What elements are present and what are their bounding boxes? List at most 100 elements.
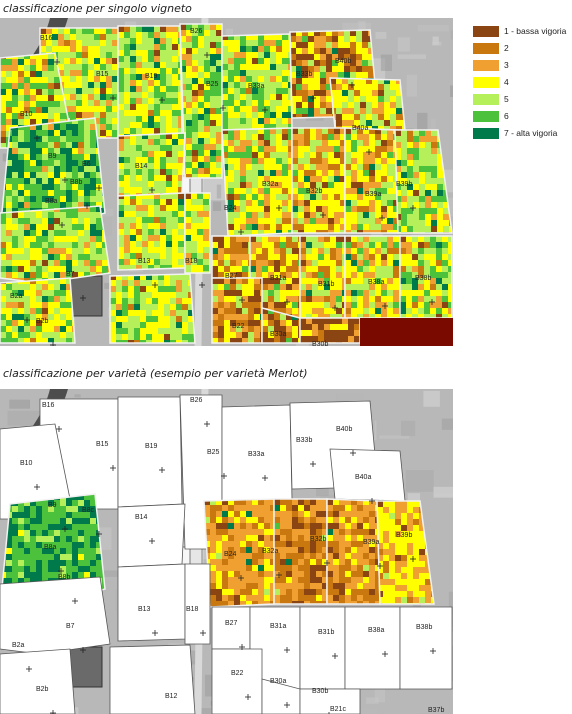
vineyard-label: B16 xyxy=(40,35,53,42)
legend-item-3: 3 xyxy=(473,59,571,76)
parcel-blank xyxy=(117,396,183,508)
aerial-texture xyxy=(366,697,379,704)
aerial-texture xyxy=(450,42,453,52)
vineyard-label: B38a xyxy=(368,279,384,286)
vineyard-label: B24 xyxy=(224,205,237,212)
legend-swatch-5 xyxy=(473,94,499,105)
parcel-blank xyxy=(211,648,263,714)
vineyard-label: B10 xyxy=(20,460,33,467)
parcel-outline xyxy=(184,192,211,274)
legend-swatch-1 xyxy=(473,26,499,37)
vineyard-label: B40b xyxy=(335,58,351,65)
legend-item-2: 2 xyxy=(473,42,571,59)
legend-item-7: 7 - alta vigoria xyxy=(473,127,571,144)
caption-per-variety: classificazione per varietà (esempio per… xyxy=(3,367,308,380)
vineyard-label: B37b xyxy=(428,707,444,714)
vigor-parcel xyxy=(212,278,262,343)
legend-item-5: 5 xyxy=(473,93,571,110)
vineyard-label: B15 xyxy=(96,71,109,78)
legend-item-1: 1 - bassa vigoria xyxy=(473,25,571,42)
vigor-parcel xyxy=(345,236,400,318)
vigor-parcel xyxy=(400,236,452,318)
aerial-texture xyxy=(433,486,453,498)
aerial-texture xyxy=(7,410,40,426)
vineyard-vigor-map: B16 B26 B15 B19 B25 B33a B33b B40b B10 B40a B9 B6 B1… xyxy=(0,18,453,346)
legend-label-1: 1 - bassa vigoria xyxy=(504,26,567,36)
vineyard-label: B15 xyxy=(96,441,109,448)
parcel-blank xyxy=(0,648,76,714)
vineyard-label: B14 xyxy=(135,163,148,170)
vineyard-label: B8a xyxy=(44,544,57,551)
vineyard-label: B8a xyxy=(45,198,58,205)
aerial-texture xyxy=(9,399,30,409)
legend-label-3: 3 xyxy=(504,60,509,70)
vigor-parcel xyxy=(0,278,75,343)
aerial-texture xyxy=(379,435,410,439)
parcel-outline xyxy=(0,205,111,284)
vineyard-label: B25 xyxy=(207,449,220,456)
vineyard-label: B2b xyxy=(36,686,49,693)
vineyard-label: B2a xyxy=(12,642,25,649)
vineyard-label: B25 xyxy=(206,81,219,88)
aerial-texture xyxy=(358,21,366,37)
aerial-texture xyxy=(124,21,137,26)
vineyard-label: B40a xyxy=(355,474,371,481)
parcel-blank xyxy=(109,644,196,714)
vineyard-label: B19 xyxy=(145,443,158,450)
parcel-blank xyxy=(0,576,111,655)
legend-label-2: 2 xyxy=(504,43,509,53)
legend-label-4: 4 xyxy=(504,77,509,87)
aerial-texture xyxy=(99,527,112,550)
vineyard-label: B13 xyxy=(138,258,151,265)
parcel-blank xyxy=(261,678,301,714)
vineyard-label: B39b xyxy=(396,181,412,188)
vigor-parcel xyxy=(300,318,360,343)
vineyard-label: B27 xyxy=(225,620,238,627)
vineyard-label: B30a xyxy=(270,678,286,685)
vigor-parcel xyxy=(327,499,380,604)
merlot-vigor-map: B16 B26 B15 B19 B25 B33a B33b B40b B10 B40a B9 B8c B… xyxy=(0,389,453,714)
vineyard-label: B7 xyxy=(66,623,75,630)
aerial-texture xyxy=(430,118,436,137)
legend-swatch-4 xyxy=(473,77,499,88)
legend-swatch-6 xyxy=(473,111,499,122)
dark-parcel xyxy=(360,318,453,346)
vineyard-label: B30b xyxy=(312,688,328,695)
vigor-parcel xyxy=(292,128,345,233)
parcel-outline xyxy=(394,129,453,234)
aerial-texture xyxy=(397,37,410,52)
vineyard-label: B18 xyxy=(186,606,199,613)
caption-per-vineyard: classificazione per singolo vigneto xyxy=(3,2,192,15)
vigor-parcel xyxy=(118,26,182,136)
vineyard-label: B22 xyxy=(231,670,244,677)
vineyard-label: B32b xyxy=(306,188,322,195)
vineyard-label: B40b xyxy=(336,426,352,433)
aerial-texture xyxy=(93,570,122,577)
vineyard-label: B33a xyxy=(248,451,264,458)
parcel-outline xyxy=(376,500,435,605)
vineyard-label: B38b xyxy=(415,275,431,282)
vineyard-label: B38a xyxy=(368,627,384,634)
vineyard-label: B30b xyxy=(312,341,328,346)
vineyard-label: B16 xyxy=(42,402,55,409)
vineyard-label: B26 xyxy=(190,28,203,35)
vigor-parcel xyxy=(40,28,118,138)
vineyard-label: B33a xyxy=(248,83,264,90)
parcel-blank xyxy=(299,688,361,714)
parcel-blank xyxy=(117,503,186,568)
vineyard-label: B9 xyxy=(48,502,57,509)
legend-label-5: 5 xyxy=(504,94,509,104)
vineyard-label: B39b xyxy=(396,532,412,539)
vineyard-label: B40a xyxy=(352,125,368,132)
aerial-texture xyxy=(380,54,393,71)
vineyard-label: B33b xyxy=(296,71,312,78)
legend-swatch-2 xyxy=(473,43,499,54)
vineyard-label: B8c xyxy=(82,507,95,514)
vineyard-label: B31b xyxy=(318,281,334,288)
legend-label-7: 7 - alta vigoria xyxy=(504,128,558,138)
vineyard-label: B12 xyxy=(165,693,178,700)
parcel-blank xyxy=(299,606,346,690)
vigor-parcel xyxy=(212,236,250,278)
vigor-parcel xyxy=(0,206,110,283)
aerial-texture xyxy=(432,36,439,45)
